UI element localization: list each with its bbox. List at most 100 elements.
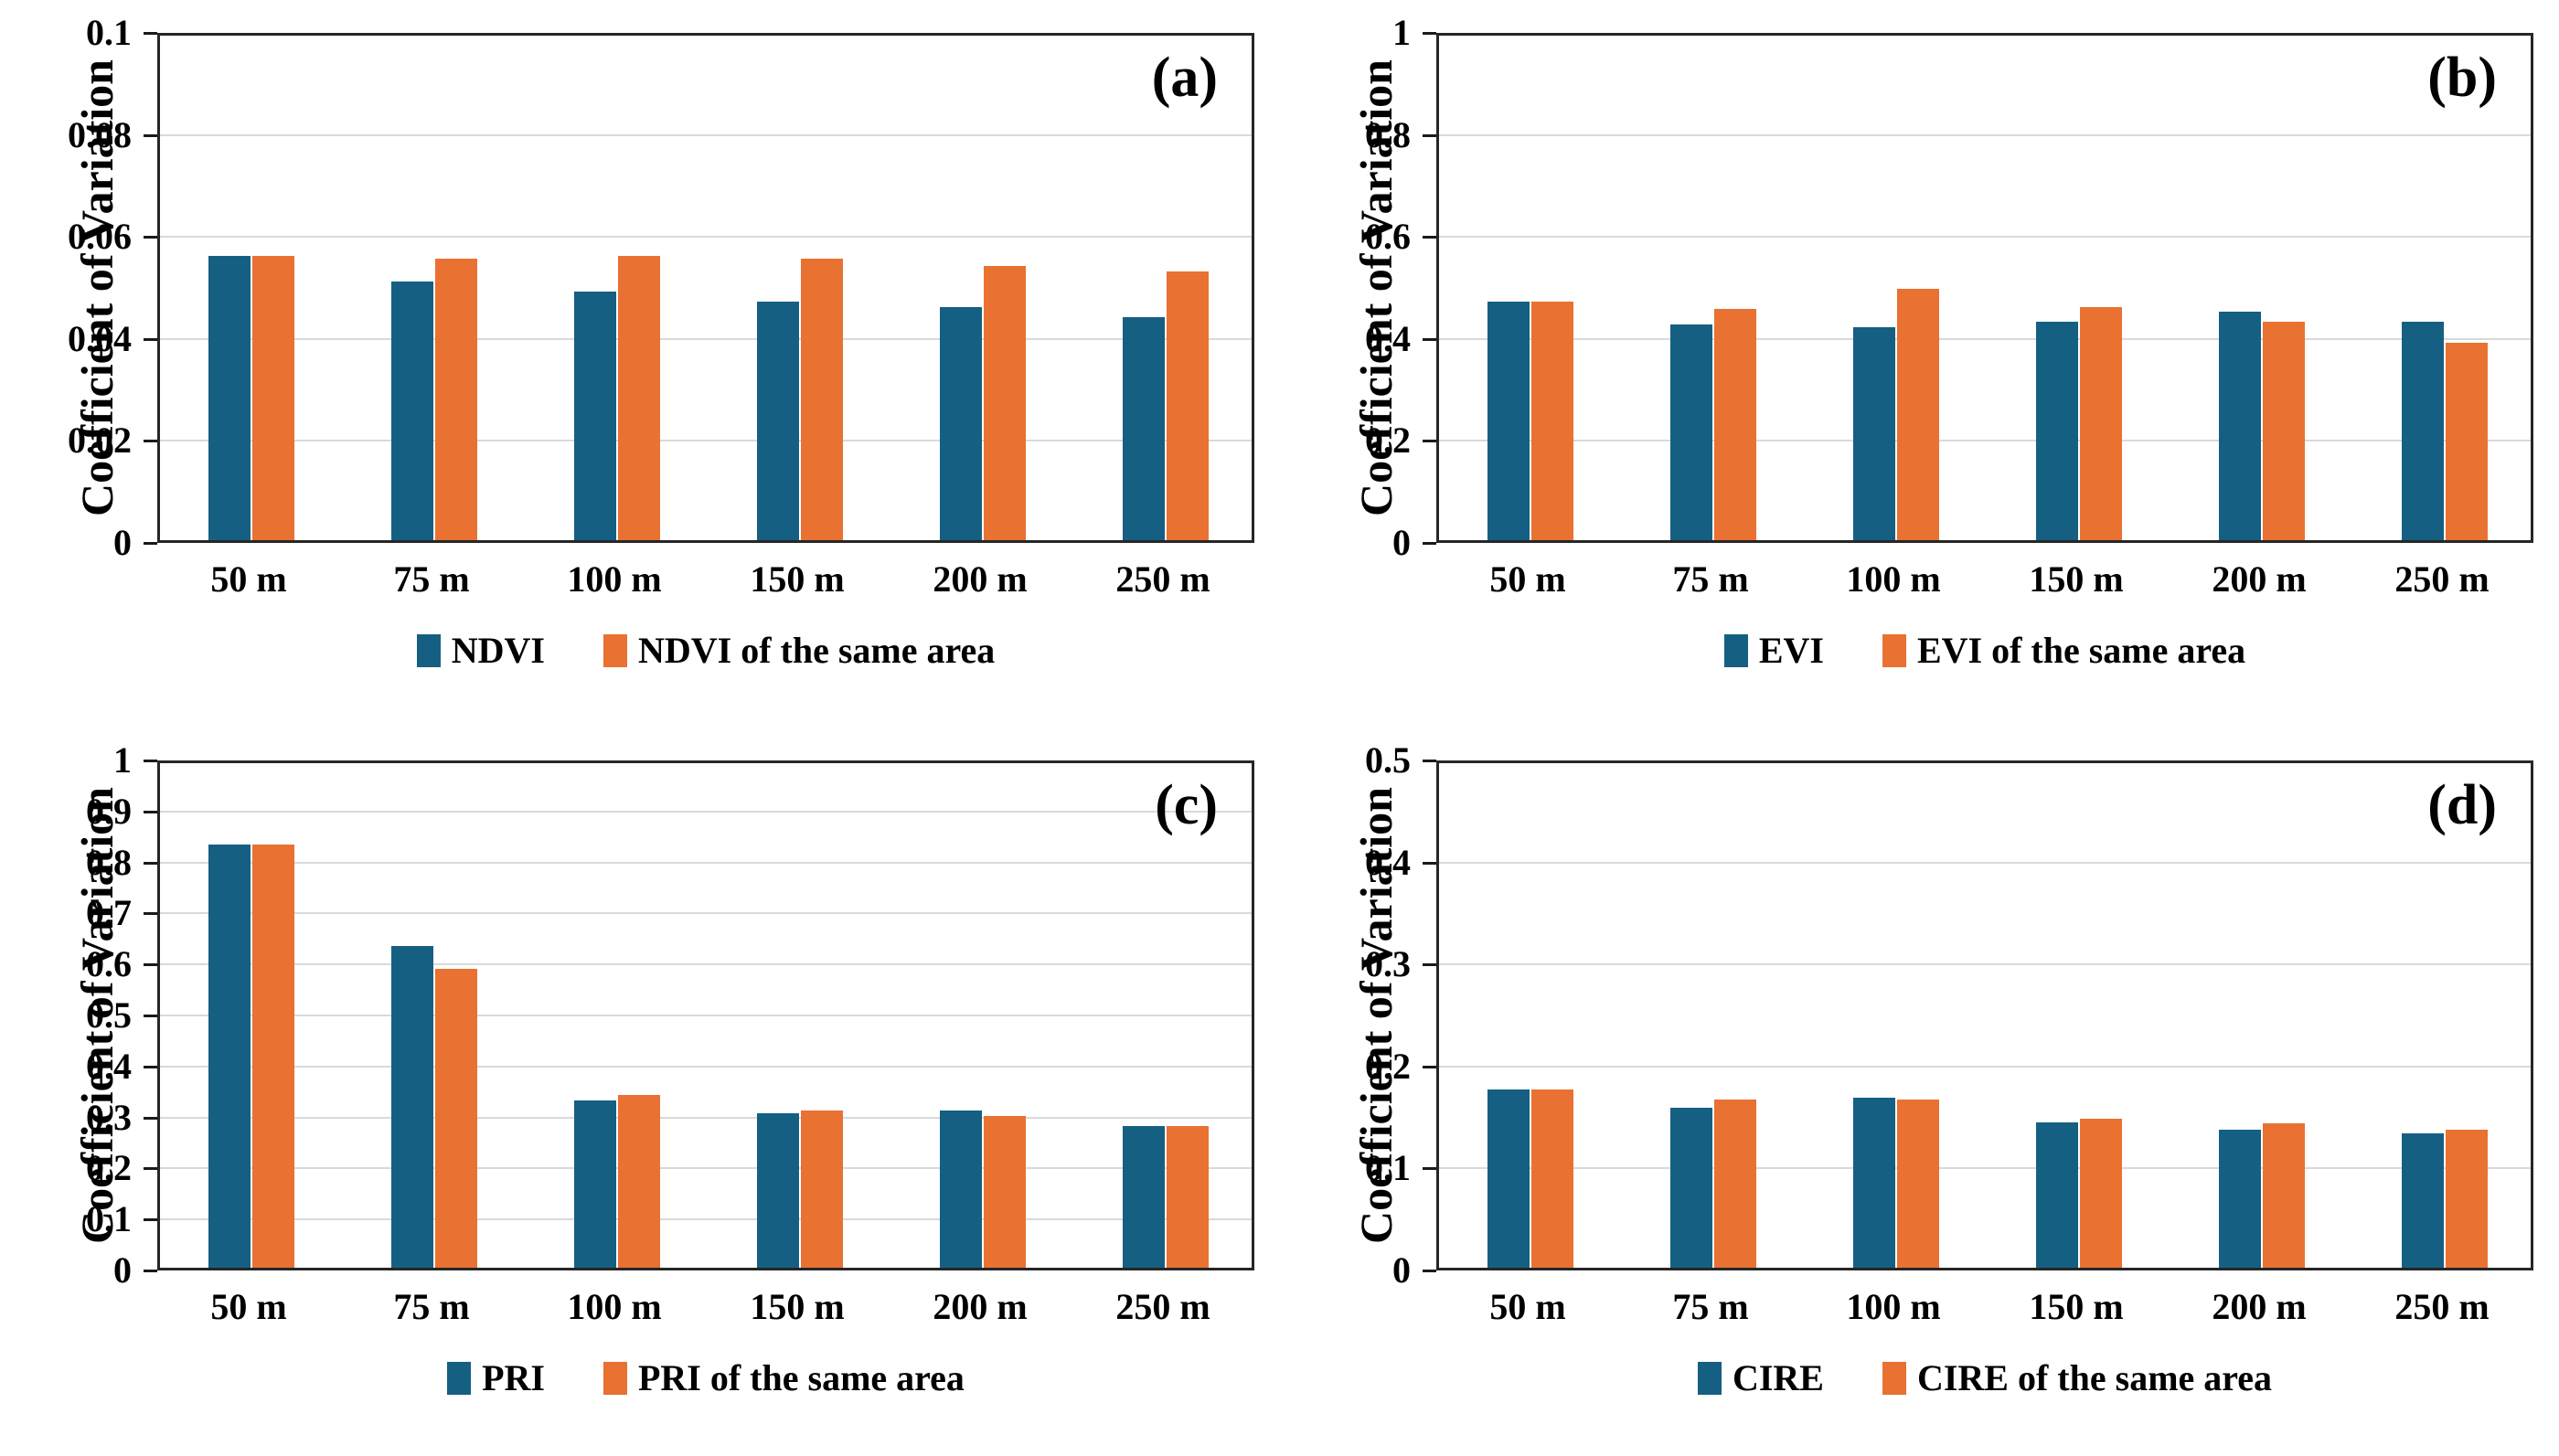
y-axis-tick bbox=[1423, 1065, 1436, 1068]
bar-ndvi-of-the-same-area bbox=[618, 256, 660, 540]
x-tick-label: 50 m bbox=[210, 1286, 287, 1327]
y-axis-tick bbox=[1423, 1167, 1436, 1171]
bar-cire bbox=[2402, 1133, 2444, 1268]
legend-swatch-series1 bbox=[416, 634, 441, 667]
y-tick-label: 0.4 bbox=[1365, 317, 1411, 359]
gridline bbox=[1439, 1167, 2531, 1170]
y-tick-label: 0.1 bbox=[86, 12, 132, 53]
bar-group-250m bbox=[1074, 758, 1257, 1268]
y-tick-label: 0.3 bbox=[86, 1096, 132, 1138]
y-tick-label: 0.2 bbox=[1365, 420, 1411, 462]
bar-group-150m bbox=[709, 758, 891, 1268]
bar-ndvi-of-the-same-area bbox=[435, 258, 477, 540]
y-axis-title: Coefficient of Variation bbox=[1350, 787, 1402, 1244]
y-tick-label: 0 bbox=[113, 1249, 132, 1291]
x-tick-label: 100 m bbox=[1846, 1286, 1941, 1327]
y-axis-tick bbox=[1423, 861, 1436, 865]
gridline bbox=[160, 963, 1252, 966]
y-axis-tick bbox=[144, 1065, 157, 1068]
bar-group-100m bbox=[1805, 30, 1988, 540]
bar-evi-of-the-same-area bbox=[2080, 306, 2122, 540]
bar-cire-of-the-same-area bbox=[2263, 1123, 2305, 1268]
y-axis-tick bbox=[1423, 337, 1436, 341]
bar-ndvi bbox=[574, 292, 616, 540]
legend: CIRE CIRE of the same area bbox=[1436, 1358, 2533, 1398]
legend-swatch-series1 bbox=[1697, 1362, 1722, 1395]
bar-group-150m bbox=[1988, 30, 2170, 540]
bar-group-250m bbox=[1074, 30, 1257, 540]
chart-panel-b: Coefficient of Variation 0 0.2 0.4 0.6 0.8 1 50… bbox=[1279, 0, 2558, 728]
y-axis-tick bbox=[1423, 542, 1436, 545]
legend-item: PRI bbox=[447, 1358, 545, 1398]
bar-group-100m bbox=[1805, 758, 1988, 1268]
bar-evi bbox=[1670, 324, 1712, 540]
bar-group-75m bbox=[1622, 758, 1805, 1268]
x-tick-label: 100 m bbox=[567, 558, 662, 600]
bar-cire-of-the-same-area bbox=[1714, 1099, 1756, 1268]
gridline bbox=[160, 236, 1252, 239]
bar-pri-of-the-same-area bbox=[252, 844, 294, 1268]
y-axis-tick bbox=[1423, 760, 1436, 762]
gridline bbox=[160, 1116, 1252, 1119]
y-tick-label: 0.6 bbox=[86, 943, 132, 985]
x-tick-label: 250 m bbox=[2394, 558, 2490, 600]
y-tick-label: 0 bbox=[113, 522, 132, 563]
bar-evi bbox=[1487, 302, 1530, 540]
panel-letter: (c) bbox=[1155, 774, 1218, 836]
legend-swatch-series2 bbox=[1882, 634, 1906, 667]
bar-cire bbox=[1487, 1089, 1530, 1268]
panel-letter: (a) bbox=[1151, 47, 1218, 109]
gridline bbox=[1439, 963, 2531, 966]
bar-group-100m bbox=[526, 758, 709, 1268]
y-axis-tick bbox=[144, 1270, 157, 1272]
bar-pri bbox=[391, 945, 433, 1268]
bar-cire bbox=[2219, 1130, 2261, 1268]
bar-cire-of-the-same-area bbox=[1897, 1099, 1939, 1268]
gridline bbox=[160, 1015, 1252, 1016]
gridline bbox=[160, 1167, 1252, 1170]
y-tick-label: 0.1 bbox=[1365, 1147, 1411, 1189]
x-tick-label: 75 m bbox=[393, 558, 470, 600]
y-tick-label: 0.7 bbox=[86, 892, 132, 934]
gridline bbox=[160, 440, 1252, 442]
y-axis-tick bbox=[1423, 236, 1436, 239]
legend: PRI PRI of the same area bbox=[157, 1358, 1254, 1398]
legend-item: EVI of the same area bbox=[1882, 631, 2245, 671]
legend-label: CIRE bbox=[1732, 1357, 1824, 1398]
x-tick-label: 150 m bbox=[2029, 558, 2124, 600]
bar-group-75m bbox=[343, 30, 526, 540]
bar-group-75m bbox=[1622, 30, 1805, 540]
legend-label: EVI of the same area bbox=[1916, 630, 2246, 671]
x-tick-label: 75 m bbox=[1672, 1286, 1749, 1327]
legend-item: CIRE of the same area bbox=[1882, 1358, 2272, 1398]
x-tick-label: 50 m bbox=[210, 558, 287, 600]
bar-group-50m bbox=[1439, 30, 1622, 540]
bar-cire bbox=[2036, 1122, 2078, 1268]
x-tick-label: 200 m bbox=[933, 1286, 1028, 1327]
bar-group-75m bbox=[343, 758, 526, 1268]
y-axis-tick bbox=[144, 1167, 157, 1171]
bar-pri bbox=[940, 1110, 982, 1268]
legend-label: CIRE of the same area bbox=[1916, 1357, 2273, 1398]
bar-evi bbox=[2219, 312, 2261, 540]
y-axis-tick bbox=[144, 963, 157, 967]
y-tick-label: 0.6 bbox=[1365, 216, 1411, 258]
y-tick-label: 0.8 bbox=[1365, 113, 1411, 155]
y-axis-tick bbox=[144, 32, 157, 35]
y-axis-tick bbox=[144, 912, 157, 916]
gridline bbox=[1439, 440, 2531, 442]
bar-group-50m bbox=[160, 30, 343, 540]
panel-letter: (b) bbox=[2427, 47, 2497, 109]
legend-item: PRI of the same area bbox=[602, 1358, 965, 1398]
gridline bbox=[160, 337, 1252, 340]
bar-evi-of-the-same-area bbox=[2446, 342, 2488, 540]
gridline bbox=[1439, 236, 2531, 239]
bar-pri bbox=[757, 1112, 799, 1268]
bar-evi-of-the-same-area bbox=[2263, 322, 2305, 540]
x-tick-label: 75 m bbox=[393, 1286, 470, 1327]
bar-group-100m bbox=[526, 30, 709, 540]
y-tick-label: 0.2 bbox=[1365, 1045, 1411, 1087]
y-axis-tick bbox=[1423, 1270, 1436, 1272]
y-tick-label: 0.4 bbox=[86, 1045, 132, 1087]
legend: NDVI NDVI of the same area bbox=[157, 631, 1254, 671]
